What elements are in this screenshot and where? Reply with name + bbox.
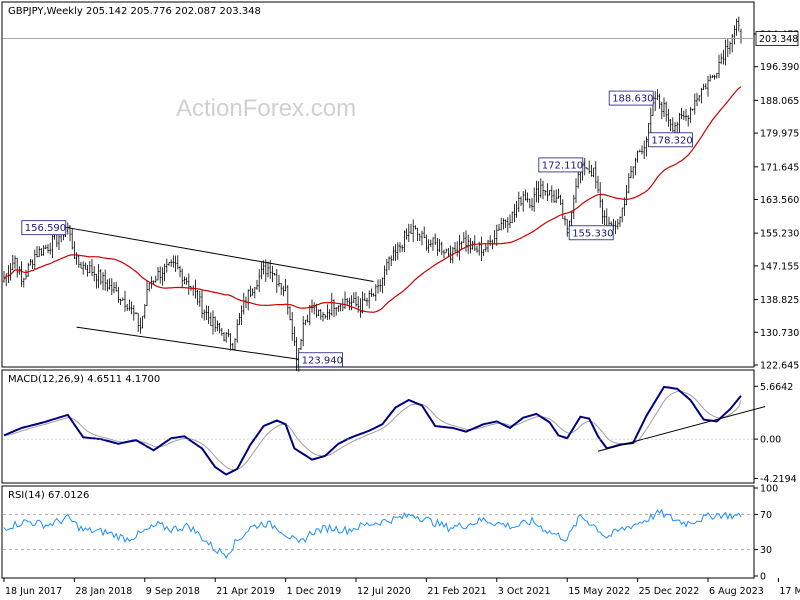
annotation-label: 156.590	[25, 223, 66, 234]
macd-series	[3, 385, 742, 476]
macd-tick-label: 0.00	[760, 435, 781, 446]
watermark: ActionForex.com	[176, 95, 356, 122]
annotation-label: 172.110	[542, 160, 583, 171]
x-tick-label: 18 Jun 2017	[5, 586, 62, 597]
price-panel-frame	[1, 1, 755, 368]
x-tick-label: 15 May 2022	[568, 586, 630, 597]
x-tick-label: 6 Aug 2023	[709, 586, 764, 597]
trendline	[76, 326, 335, 365]
last-price-label: 203.348	[759, 34, 798, 45]
last-price-box	[755, 31, 799, 46]
price-tick-label: 122.645	[760, 361, 799, 372]
annotation-label: 155.330	[572, 228, 613, 239]
annotation-box	[538, 157, 584, 173]
moving-average-line	[3, 86, 742, 313]
price-tick-label: 171.645	[760, 162, 799, 173]
rsi-series	[3, 508, 742, 559]
macd-panel-frame	[1, 369, 755, 484]
annotation-box	[608, 90, 654, 106]
price-panel-title: GBPJPY,Weekly 205.142 205.776 202.087 20…	[8, 6, 261, 17]
annotation-label: 123.940	[302, 355, 343, 366]
annotation-box	[21, 220, 67, 236]
macd-panel-title: MACD(12,26,9) 4.6511 4.1700	[8, 374, 160, 385]
rsi-tick-label: 30	[760, 545, 772, 556]
rsi-line	[3, 508, 754, 559]
x-tick-label: 3 Oct 2021	[498, 586, 551, 597]
macd-signal-series	[3, 390, 742, 471]
annotation-box	[648, 132, 693, 148]
trendline	[67, 227, 374, 282]
macd-tick-label: -4.2194	[760, 474, 797, 485]
time-x-axis: 18 Jun 2017 28 Jan 2018 9 Sep 2018 21 Apr 2…	[3, 578, 800, 597]
rsi-y-axis: 100 70 30 0	[754, 484, 778, 583]
x-tick-label: 12 Jul 2020	[357, 586, 411, 597]
macd-lines	[3, 385, 766, 476]
annotation-box	[298, 352, 344, 368]
rsi-panel-frame	[1, 485, 755, 579]
rsi-tick-label: 0	[760, 572, 766, 583]
x-tick-label: 25 Dec 2022	[639, 586, 700, 597]
x-tick-label: 1 Dec 2019	[287, 586, 342, 597]
trendlines	[3, 38, 754, 365]
annotation-box	[568, 225, 614, 241]
price-tick-label: 196.390	[760, 62, 799, 73]
annotation-label: 188.630	[612, 94, 653, 105]
macd-y-axis: 5.6642 0.00 -4.2194	[3, 382, 797, 485]
price-tick-label: 179.975	[760, 129, 799, 140]
x-tick-label: 21 Feb 2021	[427, 586, 486, 597]
price-annotations: 156.590 123.940 172.110 155.330 188.630 178.3…	[21, 90, 693, 368]
price-y-axis: 204.475196.390188.065179.975171.645163.5…	[754, 30, 799, 372]
macd-trendline	[597, 406, 766, 452]
macd-tick-label: 5.6642	[760, 382, 793, 393]
price-candles	[3, 16, 742, 372]
x-tick-label: 17 Mar 2024	[779, 586, 800, 597]
price-tick-label: 147.155	[760, 261, 799, 272]
price-tick-label: 188.065	[760, 96, 799, 107]
rsi-tick-label: 70	[760, 510, 772, 521]
x-tick-label: 21 Apr 2019	[216, 586, 275, 597]
ma-series	[3, 86, 742, 313]
rsi-panel-title: RSI(14) 67.0126	[8, 490, 89, 501]
annotation-label: 178.320	[651, 135, 692, 146]
x-tick-label: 9 Sep 2018	[146, 586, 200, 597]
price-tick-label: 163.560	[760, 195, 799, 206]
price-tick-label: 138.825	[760, 295, 799, 306]
x-tick-label: 28 Jan 2018	[75, 586, 132, 597]
price-tick-label: 130.730	[760, 328, 799, 339]
rsi-tick-label: 100	[760, 484, 778, 495]
price-tick-label: 155.230	[760, 229, 799, 240]
